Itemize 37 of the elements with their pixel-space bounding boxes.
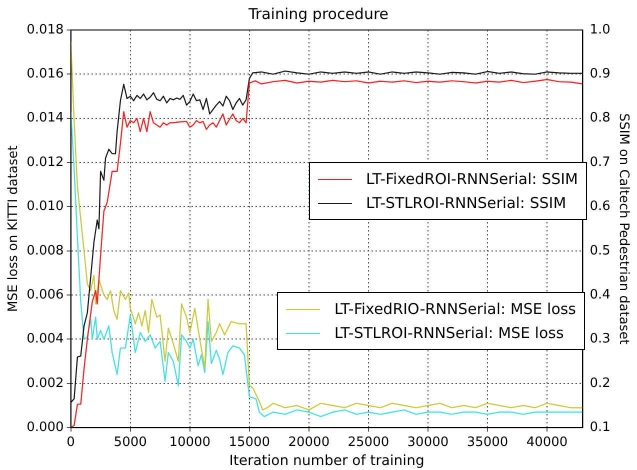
y2-tick-label: 0.5 xyxy=(590,243,610,258)
legend-label: LT-STLROI-RNNSerial: SSIM xyxy=(366,194,566,212)
y2-tick-label: 1.0 xyxy=(590,22,610,38)
legend-label: LT-FixedRIO-RNNSerial: MSE loss xyxy=(334,300,576,318)
y2-tick-label: 0.6 xyxy=(590,199,610,214)
y-tick-label: 0.002 xyxy=(26,376,64,391)
x-tick-label: 10000 xyxy=(169,434,211,450)
y2-tick-label: 0.9 xyxy=(590,66,610,82)
y-tick-label: 0.006 xyxy=(26,287,64,302)
y-tick-label: 0.010 xyxy=(26,199,64,214)
x-tick-label: 25000 xyxy=(348,434,390,450)
x-axis-title: Iteration number of training xyxy=(229,453,424,470)
chart-title: Training procedure xyxy=(247,4,389,23)
y-tick-label: 0.000 xyxy=(26,420,64,435)
y-tick-label: 0.018 xyxy=(26,22,64,38)
y2-tick-label: 0.2 xyxy=(590,376,610,391)
x-tick-label: 40000 xyxy=(526,434,568,450)
y2-tick-label: 0.7 xyxy=(590,154,610,170)
y-tick-label: 0.008 xyxy=(26,243,64,258)
x-tick-label: 5000 xyxy=(114,434,147,450)
legend-label: LT-STLROI-RNNSerial: MSE loss xyxy=(334,324,564,342)
x-tick-label: 15000 xyxy=(228,434,270,450)
x-tick-label: 30000 xyxy=(407,434,449,450)
legend-label: LT-FixedROI-RNNSerial: SSIM xyxy=(366,170,578,188)
y2-axis-title: SSIM on Caltech Pedestrian dataset xyxy=(616,113,631,344)
y2-tick-label: 0.8 xyxy=(590,110,610,126)
x-tick-label: 20000 xyxy=(288,434,330,450)
y-tick-label: 0.016 xyxy=(26,66,64,82)
x-tick-label: 0 xyxy=(66,434,75,450)
x-tick-label: 35000 xyxy=(466,434,508,450)
y-tick-label: 0.004 xyxy=(26,332,64,347)
y-axis-title: MSE loss on KITTI dataset xyxy=(6,146,22,312)
y2-tick-label: 0.4 xyxy=(590,287,610,302)
y2-tick-label: 0.1 xyxy=(590,420,610,435)
y-tick-label: 0.012 xyxy=(26,154,64,170)
y2-tick-label: 0.3 xyxy=(590,332,610,347)
y-tick-label: 0.014 xyxy=(26,110,64,126)
